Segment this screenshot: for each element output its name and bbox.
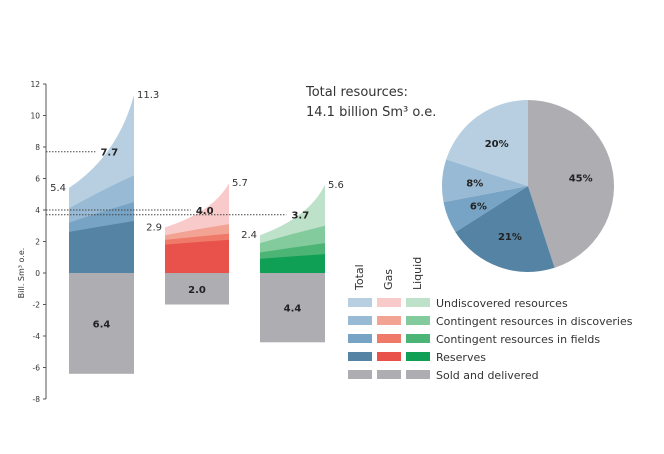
pie-title-line1: Total resources:	[305, 85, 408, 100]
legend-column-gas: Gas	[382, 269, 395, 290]
sold-delivered-bar	[165, 273, 229, 305]
layer-reserves	[165, 239, 229, 273]
y-axis: -8 -6 -4 -2 0 2 4 6 8 10 12	[30, 80, 47, 404]
y-axis-label: Bill. Sm³ o.e.	[17, 248, 26, 299]
pie-slice-label: 21%	[498, 232, 522, 243]
legend-swatch	[348, 370, 372, 379]
midpoint-label: 3.7	[291, 211, 309, 222]
pie-slice	[443, 186, 528, 233]
y-tick-label: 8	[35, 143, 40, 152]
y-tick-label: -4	[33, 332, 41, 341]
bar-right-label: 5.7	[232, 178, 248, 189]
bar-left-label: 5.4	[50, 183, 66, 194]
legend-row-label: Reserves	[436, 351, 486, 364]
bar-left-label: 2.4	[241, 230, 257, 241]
bar-right-label: 5.6	[328, 180, 344, 191]
legend-row-label: Contingent resources in fields	[436, 333, 600, 346]
y-tick-label: -2	[33, 301, 41, 310]
y-tick-label: 10	[30, 112, 40, 121]
legend-swatch	[348, 298, 372, 307]
legend-row-label: Contingent resources in discoveries	[436, 315, 633, 328]
midpoint-label: 4.0	[196, 206, 214, 217]
legend-row-label: Undiscovered resources	[436, 297, 568, 310]
pie-slice	[446, 100, 528, 186]
bar-right-label: 11.3	[137, 90, 159, 101]
layer-reserves	[260, 254, 325, 273]
y-tick-label: 2	[35, 238, 40, 247]
pie-slice	[455, 186, 555, 272]
legend-swatch	[377, 352, 401, 361]
legend-swatch	[406, 352, 430, 361]
bar-group-gas: 2.9 5.7 2.0 4.0	[46, 178, 248, 305]
legend-swatch	[348, 316, 372, 325]
y-tick-label: 6	[35, 175, 40, 184]
pie-slice	[442, 159, 528, 203]
legend: Total Gas Liquid Undiscovered resources Cont…	[348, 257, 633, 382]
legend-swatch	[406, 316, 430, 325]
pie-slice-label: 20%	[485, 139, 509, 150]
bar-group-liquid: 2.4 5.6 4.4 3.7	[46, 180, 344, 343]
legend-swatch	[348, 334, 372, 343]
pie-slice-label: 45%	[569, 174, 593, 185]
pie-title-line2: 14.1 billion Sm³ o.e.	[306, 105, 436, 120]
y-tick-label: -8	[33, 395, 41, 404]
legend-swatch	[377, 316, 401, 325]
pie-chart: 45% 21% 6% 8% 20%	[442, 100, 615, 272]
legend-row-label: Sold and delivered	[436, 369, 539, 382]
pie-slice	[528, 100, 615, 268]
layer-reserves	[69, 221, 134, 273]
legend-swatch	[348, 352, 372, 361]
y-tick-label: -6	[33, 364, 41, 373]
bar-left-label: 2.9	[146, 222, 162, 233]
y-tick-label: 12	[30, 80, 40, 89]
sold-delivered-bar	[69, 273, 134, 374]
legend-swatch	[377, 298, 401, 307]
sold-delivered-label: 4.4	[284, 304, 302, 315]
legend-swatch	[377, 370, 401, 379]
sold-delivered-label: 6.4	[93, 319, 111, 330]
sold-delivered-bar	[260, 273, 325, 343]
bar-group-total: 5.4 11.3 6.4 7.7	[46, 90, 159, 374]
legend-column-total: Total	[353, 264, 366, 291]
pie-slice-label: 8%	[466, 179, 483, 190]
legend-column-liquid: Liquid	[411, 257, 424, 290]
legend-swatch	[406, 334, 430, 343]
legend-swatch	[377, 334, 401, 343]
legend-swatch	[406, 298, 430, 307]
pie-slice-label: 6%	[470, 202, 487, 213]
legend-swatch	[406, 370, 430, 379]
y-tick-label: 0	[35, 269, 40, 278]
y-tick-label: 4	[35, 206, 40, 215]
sold-delivered-label: 2.0	[188, 285, 206, 296]
midpoint-label: 7.7	[100, 148, 118, 159]
